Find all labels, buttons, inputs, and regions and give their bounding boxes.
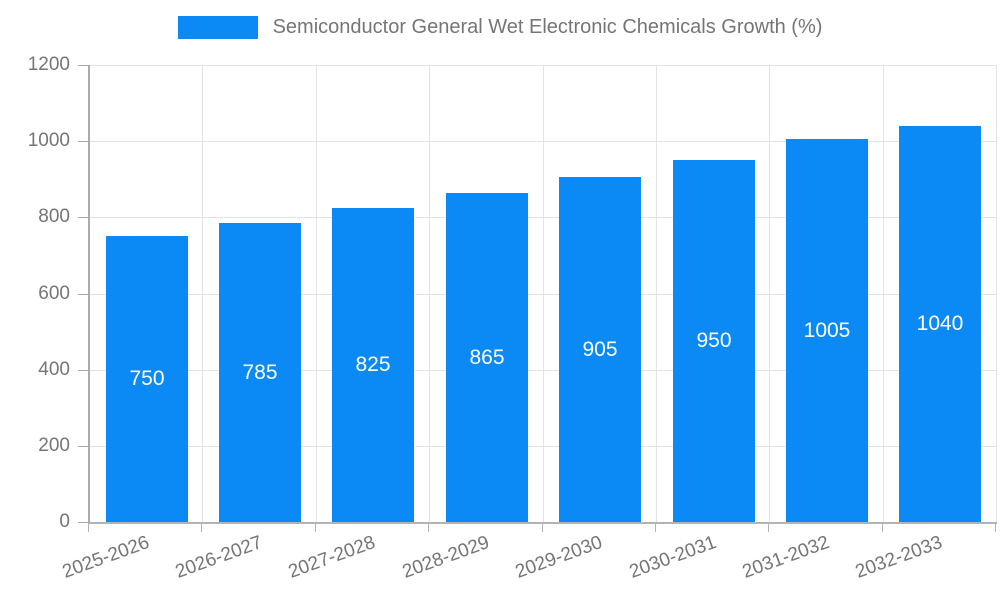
x-gridline	[883, 65, 884, 522]
bar[interactable]	[332, 208, 414, 522]
y-axis-tick	[78, 65, 88, 66]
bar[interactable]	[446, 193, 528, 522]
bar-value-label: 1005	[803, 318, 851, 342]
y-axis-tick	[78, 294, 88, 295]
x-gridline	[316, 65, 317, 522]
bar-value-label: 950	[696, 329, 732, 352]
y-axis-label: 200	[38, 434, 70, 456]
bar[interactable]	[673, 160, 755, 522]
x-axis-tick	[428, 524, 429, 532]
y-axis-label: 0	[59, 511, 70, 532]
bar-value-label: 785	[242, 360, 278, 384]
bar[interactable]	[219, 223, 301, 522]
bar[interactable]	[786, 139, 868, 522]
x-axis-tick	[315, 524, 316, 532]
y-axis-tick	[78, 522, 88, 523]
x-axis-tick	[655, 524, 656, 532]
y-axis-tick	[78, 370, 88, 371]
bar[interactable]	[899, 126, 981, 522]
x-gridline	[202, 65, 203, 522]
x-axis-tick	[768, 524, 769, 532]
y-axis-tick	[78, 446, 88, 447]
y-axis-tick	[78, 217, 88, 218]
x-gridline	[769, 65, 770, 522]
y-axis-label: 800	[38, 206, 70, 228]
legend-label: Semiconductor General Wet Electronic Che…	[272, 16, 823, 38]
y-axis-label: 1200	[27, 54, 70, 75]
bar[interactable]	[559, 177, 641, 522]
bar-value-label: 750	[129, 367, 165, 390]
bar[interactable]	[106, 236, 188, 522]
x-axis-tick	[882, 524, 883, 532]
y-axis-label: 1000	[27, 130, 70, 152]
legend-swatch-icon	[177, 16, 258, 39]
x-axis-tick	[542, 524, 543, 532]
legend-item[interactable]: Semiconductor General Wet Electronic Che…	[0, 16, 1000, 39]
x-axis-tick	[88, 524, 89, 532]
y-axis-tick	[78, 141, 88, 142]
bar-value-label: 905	[582, 337, 618, 361]
x-gridline	[543, 65, 544, 522]
bar-value-label: 1040	[916, 312, 964, 335]
y-axis-label: 400	[38, 358, 70, 380]
x-gridline	[996, 65, 997, 522]
x-gridline	[429, 65, 430, 522]
bar-value-label: 865	[469, 345, 505, 369]
plot-area: 750 785 825 865 905 950 1005 1040	[88, 65, 997, 524]
y-axis-label: 600	[38, 282, 70, 304]
x-gridline	[656, 65, 657, 522]
bar-value-label: 825	[355, 353, 391, 376]
x-axis-tick	[995, 524, 996, 532]
x-axis-tick	[201, 524, 202, 532]
